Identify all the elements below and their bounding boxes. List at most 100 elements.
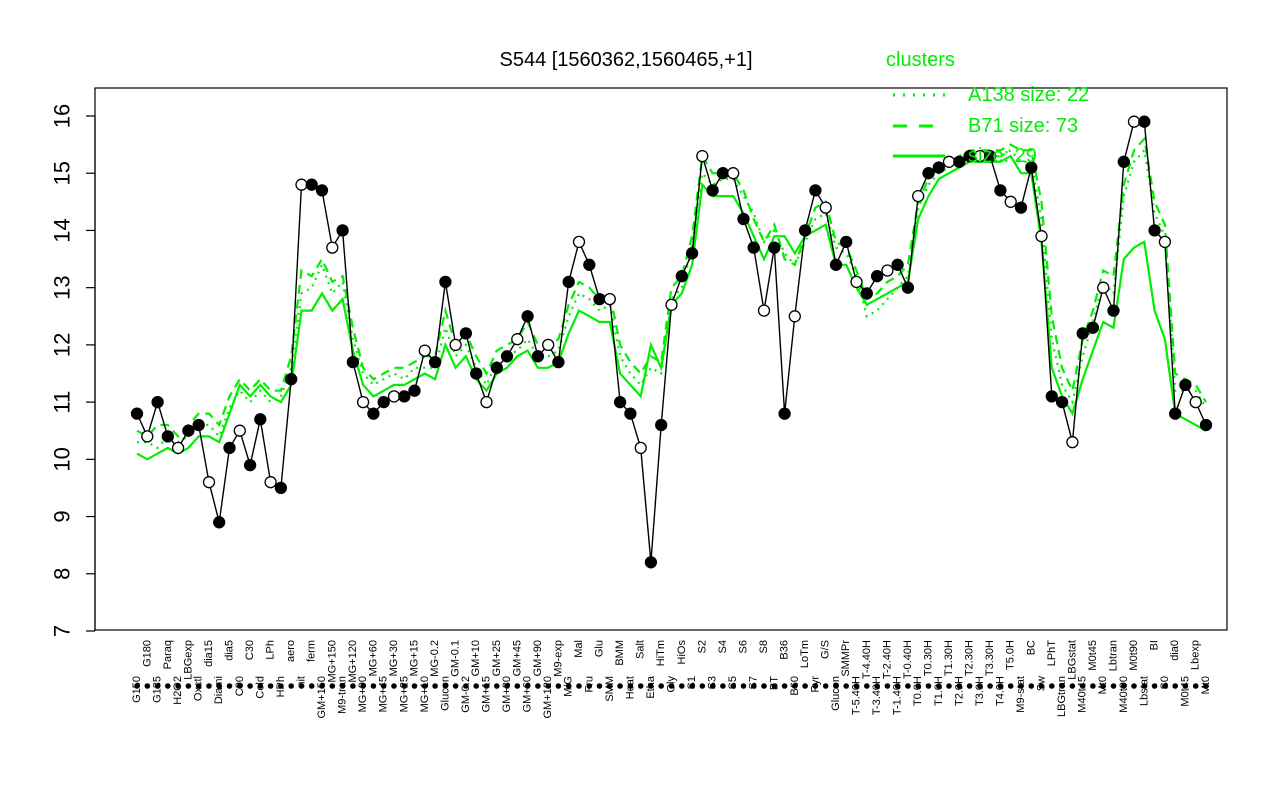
data-point (1004, 195, 1017, 208)
x-tick-label: C30 (244, 640, 256, 660)
x-tick-label: GM+10 (470, 640, 482, 676)
data-point (634, 441, 647, 455)
data-point (1117, 155, 1130, 168)
x-tick-marker (545, 683, 551, 689)
x-tick-label: aero (285, 640, 297, 662)
x-tick-label: S4 (717, 640, 729, 653)
x-tick-label: T-5.40H (851, 676, 863, 715)
x-tick-marker (226, 683, 233, 689)
x-tick-marker (237, 683, 243, 689)
data-point (439, 275, 452, 289)
x-tick-marker (884, 683, 891, 689)
data-point (1189, 395, 1202, 409)
data-point (891, 258, 904, 271)
data-point (922, 167, 935, 180)
x-tick-label: LoTm (799, 640, 811, 668)
x-tick-label: BI (1149, 640, 1161, 650)
x-tick-marker (565, 683, 572, 689)
x-tick-label: MG+90 (357, 676, 369, 712)
x-tick-marker (1059, 683, 1065, 689)
x-tick-marker (617, 683, 623, 689)
data-point (1179, 378, 1192, 392)
x-tick-marker (874, 683, 880, 689)
x-tick-marker (473, 683, 480, 689)
data-point (562, 275, 575, 289)
data-point (737, 212, 750, 226)
x-tick-marker (576, 683, 582, 689)
x-tick-label: T3.0H (974, 676, 986, 706)
y-axis: 7 8 9 10 11 12 13 14 15 16 (50, 104, 96, 637)
x-tick-marker (1049, 683, 1055, 689)
data-point (428, 355, 442, 369)
x-tick-label: LBGexp (182, 640, 194, 680)
x-tick-label: Paraq (162, 640, 174, 669)
data-point (706, 184, 719, 197)
y-tick-label: 11 (50, 391, 75, 414)
x-tick-label: dia5 (224, 640, 236, 661)
x-tick-label: B36 (779, 640, 791, 660)
data-point (850, 275, 863, 289)
x-tick-label: MG-0.2 (429, 640, 441, 677)
data-point (572, 235, 586, 249)
data-point (254, 413, 267, 426)
x-tick-marker (1182, 683, 1189, 689)
x-tick-marker (1038, 683, 1045, 689)
x-tick-marker (1079, 683, 1086, 689)
data-point (613, 395, 627, 409)
data-point (716, 167, 730, 180)
x-tick-label: G/S (820, 640, 832, 659)
x-tick-label: GM+25 (491, 640, 503, 676)
data-point (470, 367, 483, 380)
x-tick-label: HiOs (676, 640, 688, 665)
x-tick-label: Salt (635, 640, 647, 659)
x-tick-marker (308, 683, 315, 689)
x-tick-label: MG+30 (388, 640, 400, 676)
x-tick-label: GM+90 (532, 640, 544, 676)
x-tick-marker (864, 683, 870, 689)
x-tick-label: M/G (563, 676, 575, 697)
x-tick-label: GM+30 (501, 676, 513, 712)
data-point (1055, 395, 1069, 409)
x-tick-label: S7 (748, 676, 760, 689)
data-point (161, 430, 174, 443)
x-tick-marker (668, 683, 675, 689)
x-tick-marker (843, 683, 849, 689)
x-tick-marker (370, 683, 377, 689)
x-tick-label: HPh (275, 676, 287, 697)
x-tick-marker (483, 683, 490, 689)
x-tick-label: M0t90 (1128, 640, 1140, 671)
x-tick-label: M9-exp (552, 640, 564, 677)
x-tick-marker (1100, 683, 1106, 689)
x-tick-marker (750, 683, 757, 689)
x-tick-label: BMM (614, 640, 626, 666)
x-tick-label: H2O2 (172, 676, 184, 705)
data-point (418, 344, 431, 357)
x-tick-marker (257, 683, 264, 689)
x-tick-label: dia15 (203, 640, 215, 667)
data-point (624, 407, 637, 420)
data-point (983, 149, 997, 163)
x-tick-label: BC (1025, 640, 1037, 655)
x-tick-label: GM+150 (316, 676, 328, 719)
x-tick-label: M40t45 (1077, 676, 1089, 713)
data-point (644, 556, 658, 569)
y-tick-label: 8 (50, 568, 75, 580)
data-point (542, 338, 555, 352)
x-tick-marker (1007, 683, 1014, 689)
data-point (264, 476, 277, 489)
x-tick-marker (781, 683, 788, 689)
data-point (994, 184, 1007, 197)
x-tick-marker (524, 683, 531, 689)
x-tick-marker (853, 683, 860, 689)
x-tick-label: T-3.40H (871, 676, 883, 715)
x-tick-label: M0t45 (1087, 640, 1099, 671)
x-tick-label: Mt0 (1097, 676, 1109, 694)
data-point (356, 395, 370, 409)
x-tick-label: LPhT (1046, 640, 1058, 667)
x-tick-label: LPh (265, 640, 277, 660)
x-tick-marker (1141, 683, 1148, 689)
x-tick-marker (1172, 683, 1178, 689)
data-point (768, 241, 781, 254)
data-point (387, 390, 401, 403)
x-tick-label: Diami (213, 676, 225, 704)
